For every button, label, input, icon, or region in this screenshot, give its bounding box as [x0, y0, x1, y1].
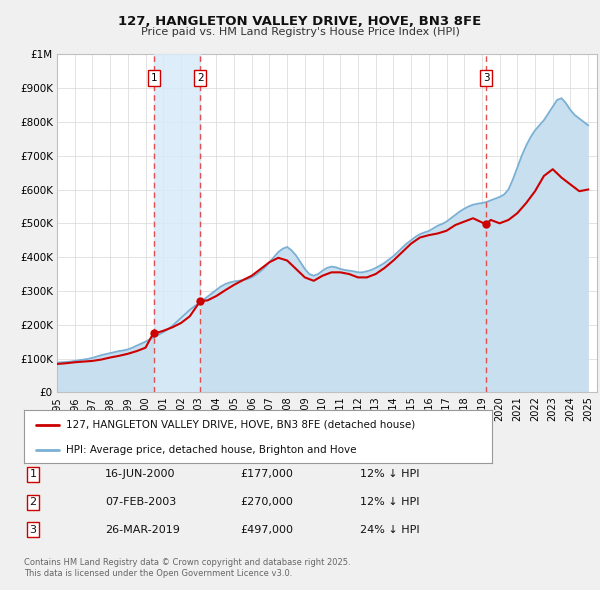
Text: £270,000: £270,000: [240, 497, 293, 507]
Text: £497,000: £497,000: [240, 525, 293, 535]
Text: £177,000: £177,000: [240, 470, 293, 479]
Text: 12% ↓ HPI: 12% ↓ HPI: [360, 470, 419, 479]
Text: 1: 1: [151, 73, 157, 83]
Text: 127, HANGLETON VALLEY DRIVE, HOVE, BN3 8FE (detached house): 127, HANGLETON VALLEY DRIVE, HOVE, BN3 8…: [66, 420, 415, 430]
Text: 07-FEB-2003: 07-FEB-2003: [105, 497, 176, 507]
Text: Contains HM Land Registry data © Crown copyright and database right 2025.
This d: Contains HM Land Registry data © Crown c…: [24, 558, 350, 578]
Text: Price paid vs. HM Land Registry's House Price Index (HPI): Price paid vs. HM Land Registry's House …: [140, 27, 460, 37]
Text: HPI: Average price, detached house, Brighton and Hove: HPI: Average price, detached house, Brig…: [66, 445, 356, 455]
Text: 127, HANGLETON VALLEY DRIVE, HOVE, BN3 8FE: 127, HANGLETON VALLEY DRIVE, HOVE, BN3 8…: [118, 15, 482, 28]
Text: 2: 2: [29, 497, 37, 507]
Text: 2: 2: [197, 73, 203, 83]
Text: 24% ↓ HPI: 24% ↓ HPI: [360, 525, 419, 535]
Text: 3: 3: [29, 525, 37, 535]
Text: 1: 1: [29, 470, 37, 479]
Text: 26-MAR-2019: 26-MAR-2019: [105, 525, 180, 535]
Text: 3: 3: [482, 73, 490, 83]
Text: 16-JUN-2000: 16-JUN-2000: [105, 470, 176, 479]
Bar: [154, 54, 200, 392]
Text: 12% ↓ HPI: 12% ↓ HPI: [360, 497, 419, 507]
